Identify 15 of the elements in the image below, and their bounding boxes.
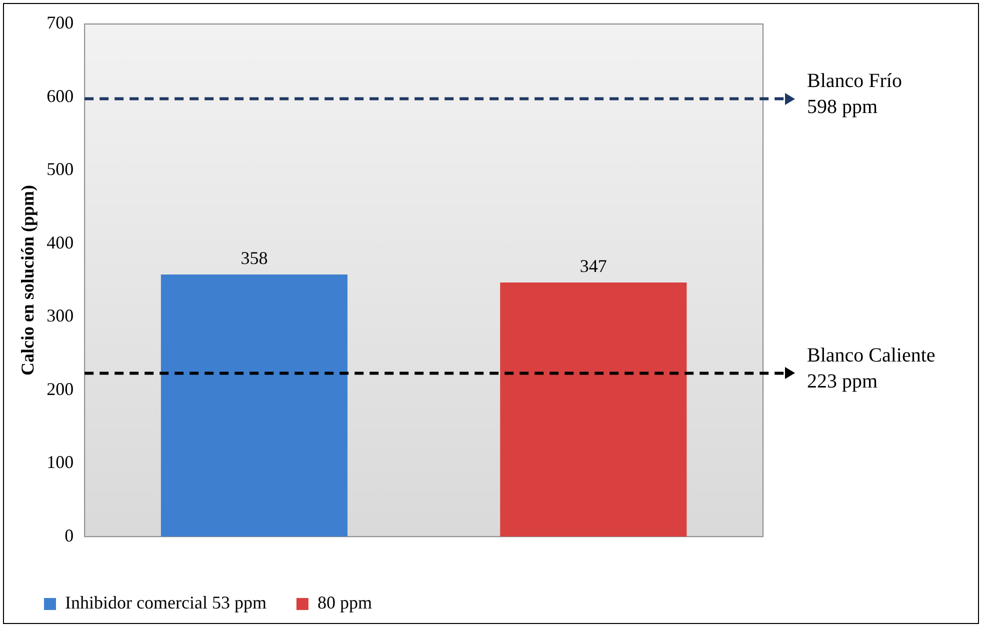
ref-line-label: Blanco Frío 598 ppm [807,70,902,118]
y-tick-label: 100 [46,452,74,472]
legend-label: Inhibidor comercial 53 ppm [65,592,266,613]
y-tick-label: 300 [46,306,74,326]
y-tick-label: 400 [46,232,74,252]
data-label: 358 [240,248,268,268]
legend-label: 80 ppm [317,592,372,613]
y-tick-label: 600 [46,86,74,106]
y-tick-label: 0 [64,525,74,546]
y-tick-label: 500 [46,159,74,180]
y-tick-label: 200 [46,378,74,399]
y-tick-label: 700 [46,12,74,33]
y-axis-title: Calcio en solución (ppm) [17,185,38,376]
ref-line-label: Blanco Caliente 223 ppm [807,344,936,393]
data-label: 347 [580,256,607,276]
